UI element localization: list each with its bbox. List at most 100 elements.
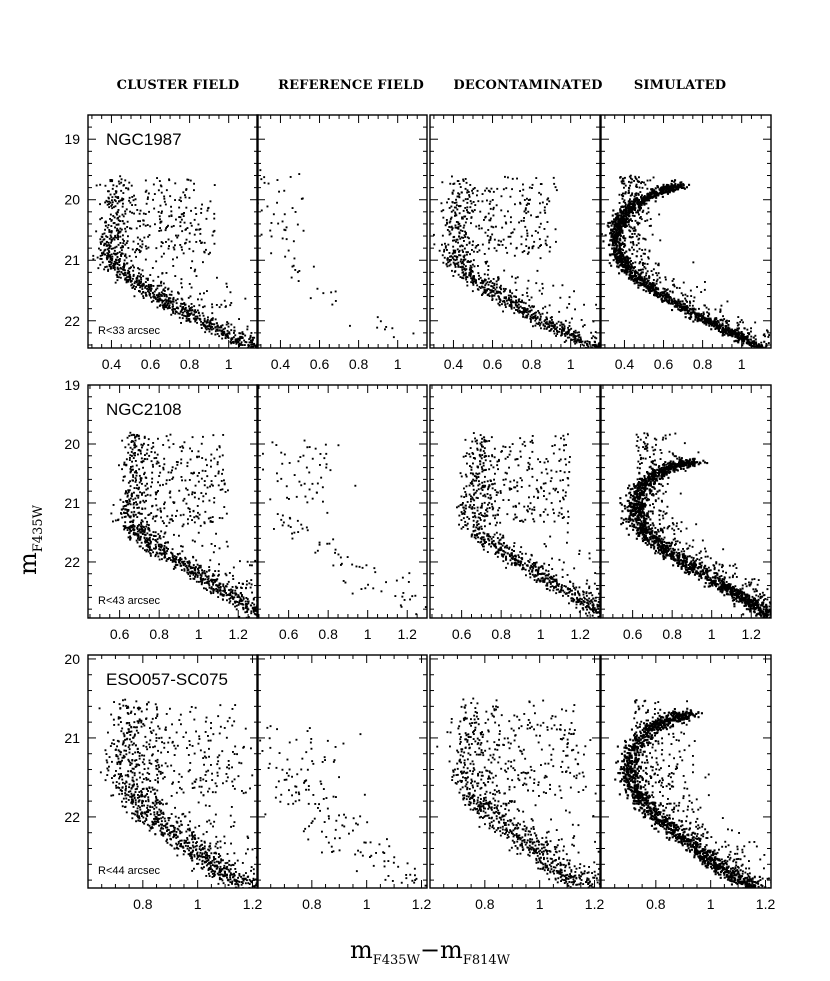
star-point	[121, 205, 124, 208]
star-point	[767, 336, 770, 338]
star-point	[214, 333, 217, 336]
star-point	[685, 186, 688, 189]
star-point	[621, 243, 624, 246]
star-point	[109, 254, 111, 257]
star-point	[144, 540, 146, 543]
star-point	[655, 280, 658, 283]
star-point	[683, 303, 686, 306]
star-point	[247, 354, 249, 356]
star-point	[707, 308, 710, 311]
star-point	[747, 339, 750, 342]
star-point	[727, 323, 730, 326]
star-point	[510, 216, 512, 219]
star-point	[623, 209, 626, 212]
star-point	[616, 229, 619, 232]
star-point	[227, 337, 230, 339]
star-point	[688, 312, 691, 315]
star-point	[450, 255, 453, 258]
star-point	[458, 183, 461, 185]
star-point	[504, 221, 507, 224]
star-point	[264, 354, 266, 356]
star-point	[149, 494, 152, 497]
star-point	[180, 322, 182, 324]
star-point	[552, 330, 555, 333]
star-point	[607, 221, 610, 224]
star-point	[623, 239, 626, 242]
star-point	[592, 349, 594, 351]
star-point	[565, 331, 568, 334]
star-point	[576, 331, 578, 334]
star-point	[143, 526, 145, 528]
star-point	[252, 336, 254, 339]
star-point	[529, 321, 532, 323]
star-point	[522, 313, 525, 316]
star-point	[467, 191, 470, 193]
star-point	[485, 289, 488, 292]
star-point	[464, 236, 467, 238]
star-point	[731, 333, 734, 336]
star-point	[639, 217, 641, 219]
star-point	[452, 183, 455, 185]
star-point	[620, 212, 623, 215]
star-point	[488, 241, 491, 244]
star-point	[199, 578, 202, 581]
star-point	[602, 349, 604, 351]
star-point	[113, 238, 116, 241]
star-point	[216, 324, 219, 327]
star-point	[139, 225, 141, 228]
star-point	[452, 189, 455, 192]
star-point	[271, 350, 273, 352]
star-point	[634, 229, 637, 231]
star-point	[461, 262, 464, 264]
star-point	[762, 350, 764, 352]
star-point	[190, 307, 192, 309]
star-point	[554, 324, 556, 326]
star-point	[181, 445, 184, 448]
star-point	[106, 258, 109, 261]
star-point	[116, 202, 119, 205]
star-point	[186, 313, 189, 316]
star-point	[643, 203, 646, 206]
star-point	[99, 203, 101, 206]
star-point	[567, 330, 570, 333]
star-point	[566, 330, 569, 333]
star-point	[620, 248, 623, 251]
star-point	[257, 202, 259, 205]
star-point	[526, 202, 529, 205]
star-point	[743, 333, 745, 336]
star-point	[467, 251, 469, 254]
star-point	[142, 295, 145, 298]
star-point	[724, 326, 727, 329]
star-point	[764, 346, 767, 348]
star-point	[477, 272, 480, 274]
star-point	[119, 175, 122, 178]
star-point	[489, 235, 492, 238]
star-point	[205, 217, 208, 220]
star-point	[757, 345, 760, 348]
star-point	[227, 322, 230, 325]
star-point	[679, 300, 682, 303]
star-point	[185, 228, 187, 231]
star-point	[272, 351, 274, 353]
star-point	[238, 318, 240, 320]
star-point	[243, 339, 246, 342]
star-point	[185, 311, 188, 314]
star-point	[616, 240, 619, 243]
star-point	[137, 533, 140, 536]
star-point	[185, 317, 188, 320]
star-point	[502, 310, 504, 313]
star-point	[136, 276, 139, 279]
star-point	[163, 252, 165, 255]
star-point	[668, 186, 671, 189]
star-point	[130, 280, 133, 282]
star-point	[451, 228, 454, 231]
star-point	[225, 282, 228, 285]
star-point	[645, 274, 647, 277]
star-point	[259, 169, 262, 172]
star-point	[724, 332, 727, 335]
star-point	[470, 277, 473, 280]
star-point	[749, 338, 752, 341]
star-point	[149, 225, 152, 228]
star-point	[461, 230, 464, 232]
